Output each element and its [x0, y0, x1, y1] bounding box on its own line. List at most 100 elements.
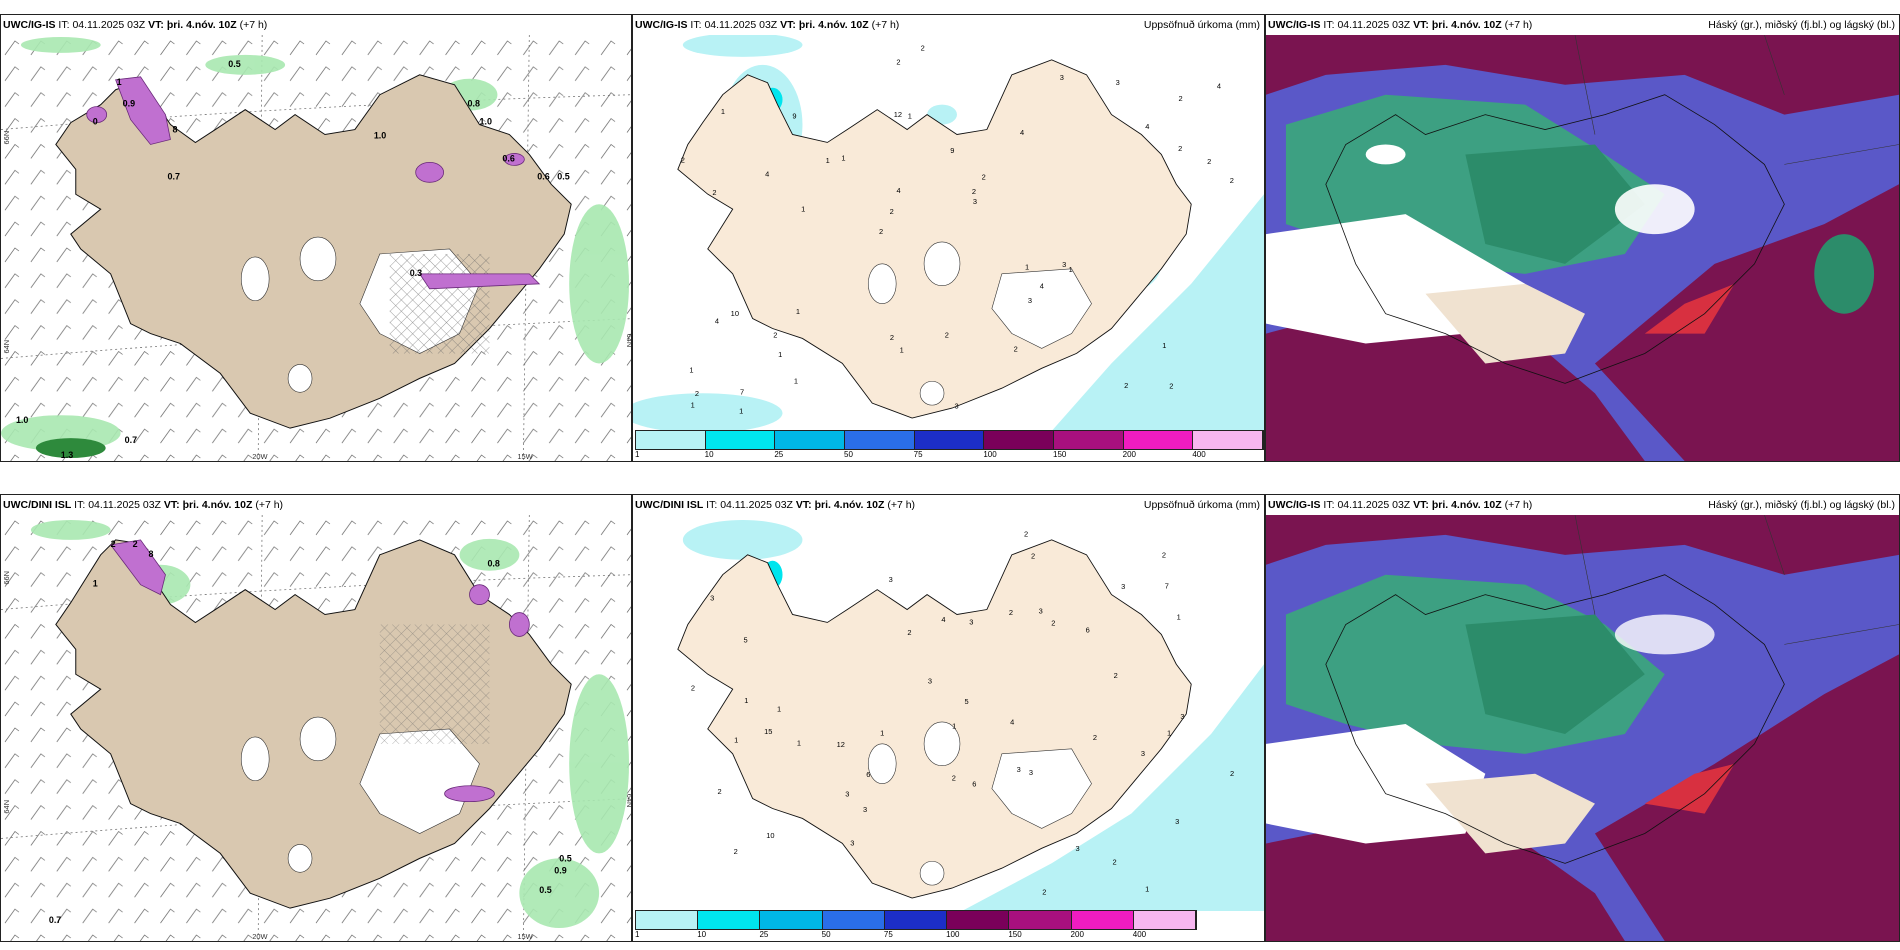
- precip-value: 2: [890, 207, 894, 216]
- precip-value: 1: [1025, 263, 1029, 272]
- precip-value: 2: [890, 333, 894, 342]
- colorbar: [635, 430, 1264, 450]
- colorbar-segment: [822, 911, 885, 929]
- panel-header: UWC/IG-IS IT: 04.11.2025 03Z VT: þri. 4.…: [1266, 495, 1899, 515]
- precip-value: 2: [972, 187, 976, 196]
- colorbar-segment: [1009, 911, 1072, 929]
- colorbar-segment: [636, 911, 699, 929]
- precip-value: 4: [897, 186, 901, 195]
- panel-clouds-ig-is: UWC/IG-IS IT: 04.11.2025 03Z VT: þri. 4.…: [1265, 14, 1900, 462]
- panel-title: Háský (gr.), miðský (fj.bl.) og lágský (…: [1708, 499, 1895, 511]
- lat-label: 66N: [2, 131, 11, 145]
- map-label: 1.0: [374, 131, 386, 141]
- map-label: 2: [133, 539, 138, 549]
- colorbar-tick-label: 150: [1053, 450, 1067, 459]
- colorbar: [635, 910, 1197, 930]
- map-label: 0.3: [410, 268, 422, 278]
- precip-value: 3: [969, 618, 973, 627]
- precip-value: 2: [691, 684, 695, 693]
- precip-value: 3: [1029, 768, 1033, 777]
- map-label: 1.0: [479, 117, 491, 127]
- precip-value: 3: [845, 790, 849, 799]
- precip-value: 2: [921, 44, 925, 53]
- map-label: 0.5: [228, 59, 240, 69]
- map-label: 1: [93, 579, 98, 589]
- colorbar-tick-label: 25: [759, 930, 769, 939]
- precip-value: 2: [1162, 551, 1166, 560]
- precip-value: 1: [1069, 265, 1073, 274]
- precip-value: 2: [952, 774, 956, 783]
- map-label: 0.9: [554, 865, 566, 875]
- map-label: 2: [111, 539, 116, 549]
- precip-value: 1: [794, 377, 798, 386]
- map-label: 1.0: [16, 415, 28, 425]
- panel-header: UWC/DINI ISL IT: 04.11.2025 03Z VT: þri.…: [633, 495, 1264, 515]
- precip-value: 2: [1031, 551, 1035, 560]
- precip-value: 4: [1010, 718, 1014, 727]
- panel-clouds-dini: UWC/IG-IS IT: 04.11.2025 03Z VT: þri. 4.…: [1265, 494, 1900, 942]
- precip-value: 1: [796, 307, 800, 316]
- precip-value: 2: [1230, 176, 1234, 185]
- colorbar-tick-label: 200: [1070, 930, 1084, 939]
- colorbar-segment: [705, 431, 776, 449]
- precip-value: 2: [1014, 345, 1018, 354]
- map-label: 1.3: [61, 450, 73, 460]
- precip-value: 3: [863, 805, 867, 814]
- colorbar-tick-label: 1: [635, 450, 640, 459]
- colorbar-tick-label: 50: [844, 450, 853, 459]
- precip-value: 4: [1040, 281, 1044, 290]
- precip-value: 2: [982, 172, 986, 181]
- precip-value: 2: [1093, 733, 1097, 742]
- precip-value: 2: [695, 389, 699, 398]
- map-label: 0: [93, 117, 98, 127]
- panel-header: UWC/DINI ISL IT: 04.11.2025 03Z VT: þri.…: [3, 499, 284, 511]
- precip-value: 9: [950, 146, 954, 155]
- lat-label: 64N: [2, 340, 11, 354]
- colorbar-segment: [1053, 431, 1124, 449]
- precip-value: 3: [1028, 296, 1032, 305]
- precip-value: 1: [952, 721, 956, 730]
- precip-value: 1: [777, 705, 781, 714]
- colorbar-tick-label: 100: [946, 930, 960, 939]
- precip-value: 2: [712, 188, 716, 197]
- lon-label: 15W: [517, 452, 533, 461]
- precip-value: 1: [739, 406, 743, 415]
- lon-label: 20W: [252, 932, 268, 941]
- colorbar-tick-label: 400: [1192, 450, 1206, 459]
- lat-label: 64N: [625, 794, 631, 808]
- wind-map: 2 2 8 1 0.8 0.5 0.5 0.9 0.7 20W 15W 66N …: [1, 515, 631, 941]
- colorbar-segment: [1123, 431, 1194, 449]
- precip-value: 3: [1175, 817, 1179, 826]
- colorbar-segment: [760, 911, 823, 929]
- precip-map: 2 2 2 2 4 7 12 9 10 1 1 1 1 2 1 1 2 2 1 2 2 2 4 9 3 1 2 1 3 3 1 4 3 1 2 2 2 1…: [633, 35, 1264, 431]
- precip-value: 1: [744, 696, 748, 705]
- precip-value: 1: [721, 107, 725, 116]
- precip-value: 2: [907, 628, 911, 637]
- map-label: 0.6: [502, 153, 514, 163]
- colorbar-tick-label: 10: [704, 450, 714, 459]
- precip-value: 4: [1145, 122, 1149, 131]
- precip-value: 2: [1009, 608, 1013, 617]
- colorbar-tick-label: 25: [774, 450, 784, 459]
- map-label: 0.5: [559, 853, 571, 863]
- panel-precip-ig-is: UWC/IG-IS IT: 04.11.2025 03Z VT: þri. 4.…: [632, 14, 1265, 462]
- precip-value: 2: [1178, 94, 1182, 103]
- precip-value: 2: [718, 787, 722, 796]
- colorbar-tick-label: 150: [1008, 930, 1022, 939]
- precip-value: 3: [850, 839, 854, 848]
- precip-value: 1: [908, 111, 912, 120]
- precip-value: 1: [1162, 341, 1166, 350]
- precip-value: 4: [765, 169, 769, 178]
- map-label: 0.5: [539, 885, 551, 895]
- map-label: 8: [172, 125, 177, 135]
- precip-value: 6: [1086, 625, 1090, 634]
- precip-value: 12: [837, 740, 845, 749]
- precip-value: 4: [941, 615, 945, 624]
- precip-value: 10: [731, 309, 739, 318]
- colorbar-segment: [844, 431, 915, 449]
- precip-value: 15: [764, 727, 772, 736]
- precip-value: 2: [681, 155, 685, 164]
- colorbar-segment: [914, 431, 985, 449]
- precip-value: 2: [1112, 857, 1116, 866]
- colorbar-segment: [947, 911, 1010, 929]
